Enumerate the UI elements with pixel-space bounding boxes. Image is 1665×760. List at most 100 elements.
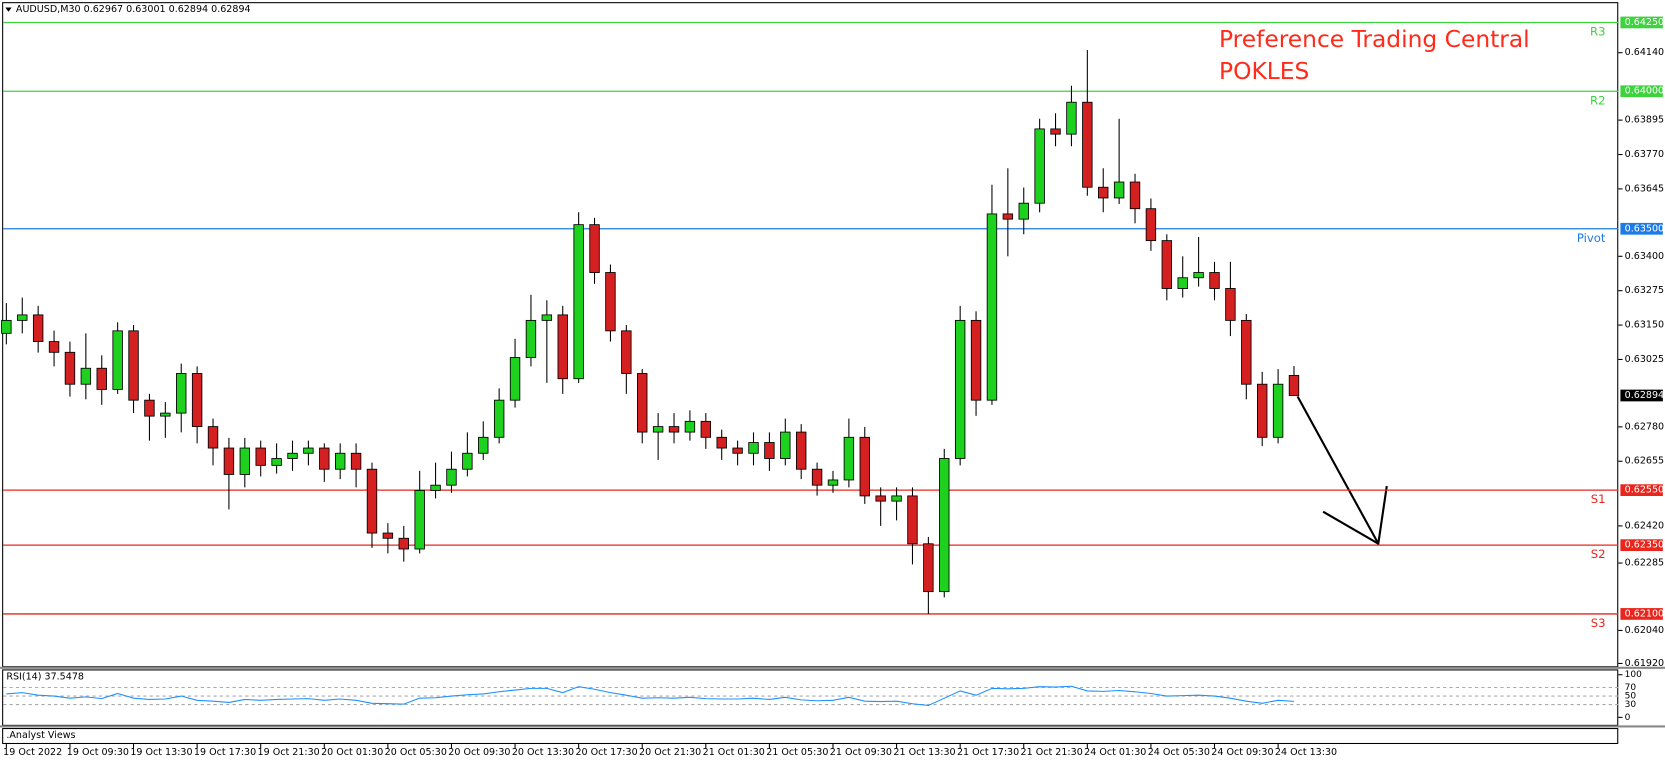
chart-title: Preference Trading Central — [1219, 25, 1530, 53]
x-tick-label: 20 Oct 13:30 — [512, 747, 574, 758]
y-tick-label: 0.64140 — [1625, 47, 1664, 58]
candle-body — [1034, 128, 1045, 204]
candle-body — [1256, 383, 1268, 438]
level-name: R2 — [1590, 93, 1606, 107]
candle-body — [319, 447, 330, 470]
indicator-title: RSI(14) 37.5478 — [6, 671, 84, 682]
candle-body — [1209, 272, 1220, 289]
panel-label: .Analyst Views — [6, 730, 75, 741]
candle-body — [716, 436, 727, 449]
candle-body — [398, 537, 409, 550]
candle-body — [621, 330, 632, 374]
candle-body — [1225, 288, 1236, 321]
candle-body — [160, 412, 171, 417]
candle-body — [303, 447, 314, 454]
candle-body — [176, 373, 187, 414]
level-price-box — [1620, 16, 1663, 29]
candle-body — [223, 447, 235, 475]
candle-body — [939, 458, 950, 593]
indicator-tick-label: 30 — [1625, 700, 1637, 710]
candle-body — [954, 319, 966, 459]
candle-body — [64, 351, 76, 385]
candle-body — [1241, 319, 1252, 385]
y-tick-label: 0.62655 — [1625, 456, 1664, 467]
level-price-label: 0.62100 — [1625, 608, 1664, 619]
candle-body — [1161, 240, 1173, 289]
current-price-label: 0.62894 — [1625, 390, 1664, 401]
level-price-label: 0.64000 — [1625, 86, 1664, 97]
candle-body — [462, 452, 473, 470]
candle-body — [1066, 101, 1077, 135]
candle-body — [843, 436, 855, 481]
level-price-box — [1620, 222, 1663, 235]
candle-body — [128, 330, 139, 401]
candle-body — [1288, 374, 1300, 396]
candle-body — [1002, 213, 1014, 220]
y-tick-label: 0.63895 — [1625, 115, 1664, 126]
candle-body — [605, 272, 616, 332]
x-tick-label: 21 Oct 01:30 — [703, 747, 765, 758]
candle-body — [509, 357, 521, 401]
candle-body — [1, 319, 12, 334]
level-price-label: 0.63500 — [1625, 223, 1664, 234]
level-price-box — [1620, 608, 1663, 620]
candle-body — [748, 442, 759, 454]
candle-body — [859, 436, 870, 497]
candle-body — [764, 442, 775, 459]
chart-header: AUDUSD,M30 0.62967 0.63001 0.62894 0.628… — [16, 4, 251, 15]
arrow-shaft — [1296, 396, 1380, 545]
candle-body — [541, 314, 553, 321]
candle-body — [80, 367, 92, 385]
candle-body — [1129, 181, 1141, 210]
x-tick-label: 24 Oct 13:30 — [1275, 747, 1337, 758]
current-price-box — [1620, 389, 1663, 402]
candle-body — [478, 436, 489, 454]
candle-body — [350, 452, 362, 470]
y-tick-label: 0.63150 — [1625, 320, 1664, 331]
candle-body — [573, 224, 584, 380]
x-tick-label: 20 Oct 09:30 — [448, 747, 510, 758]
indicator-line — [6, 685, 1295, 706]
candles — [1, 49, 1300, 614]
level-name: S2 — [1591, 547, 1606, 561]
x-tick-label: 24 Oct 09:30 — [1211, 747, 1273, 758]
y-tick-label: 0.63025 — [1625, 354, 1664, 365]
candle-body — [780, 431, 791, 459]
x-tick-label: 24 Oct 05:30 — [1148, 747, 1210, 758]
candle-body — [795, 431, 807, 470]
y-tick-label: 0.62780 — [1625, 421, 1664, 432]
y-tick-label: 0.62285 — [1625, 558, 1664, 569]
level-price-label: 0.64250 — [1625, 17, 1664, 28]
candle-body — [48, 341, 60, 353]
candle-body — [1193, 272, 1204, 279]
arrow-head — [1322, 485, 1388, 546]
candle-body — [414, 489, 425, 550]
candle-body — [239, 447, 251, 475]
x-tick-label: 21 Oct 05:30 — [766, 747, 828, 758]
sub-panel-frame — [2, 728, 1619, 745]
y-tick-label: 0.62420 — [1625, 520, 1664, 531]
indicator-tick-label: 100 — [1625, 670, 1642, 680]
x-tick-label: 21 Oct 13:30 — [893, 747, 955, 758]
candle-body — [1113, 181, 1125, 199]
y-tick-label: 0.63275 — [1625, 285, 1664, 296]
candle-body — [589, 224, 600, 273]
candle-body — [525, 319, 537, 358]
x-tick-label: 24 Oct 01:30 — [1084, 747, 1146, 758]
y-tick-label: 0.63770 — [1625, 149, 1664, 160]
menu-arrow[interactable] — [5, 7, 12, 12]
candle-body — [668, 426, 680, 433]
candle-body — [907, 495, 918, 545]
level-name: S1 — [1591, 492, 1606, 506]
level-name: R3 — [1590, 25, 1606, 39]
candle-body — [1098, 186, 1109, 199]
x-tick-label: 19 Oct 13:30 — [130, 747, 192, 758]
indicator-tick-label: 50 — [1625, 692, 1637, 702]
candle-body — [112, 330, 123, 390]
candle-body — [32, 314, 44, 343]
candle-body — [366, 468, 378, 534]
y-tick-label: 0.61920 — [1625, 658, 1664, 669]
candle-body — [1145, 208, 1157, 242]
